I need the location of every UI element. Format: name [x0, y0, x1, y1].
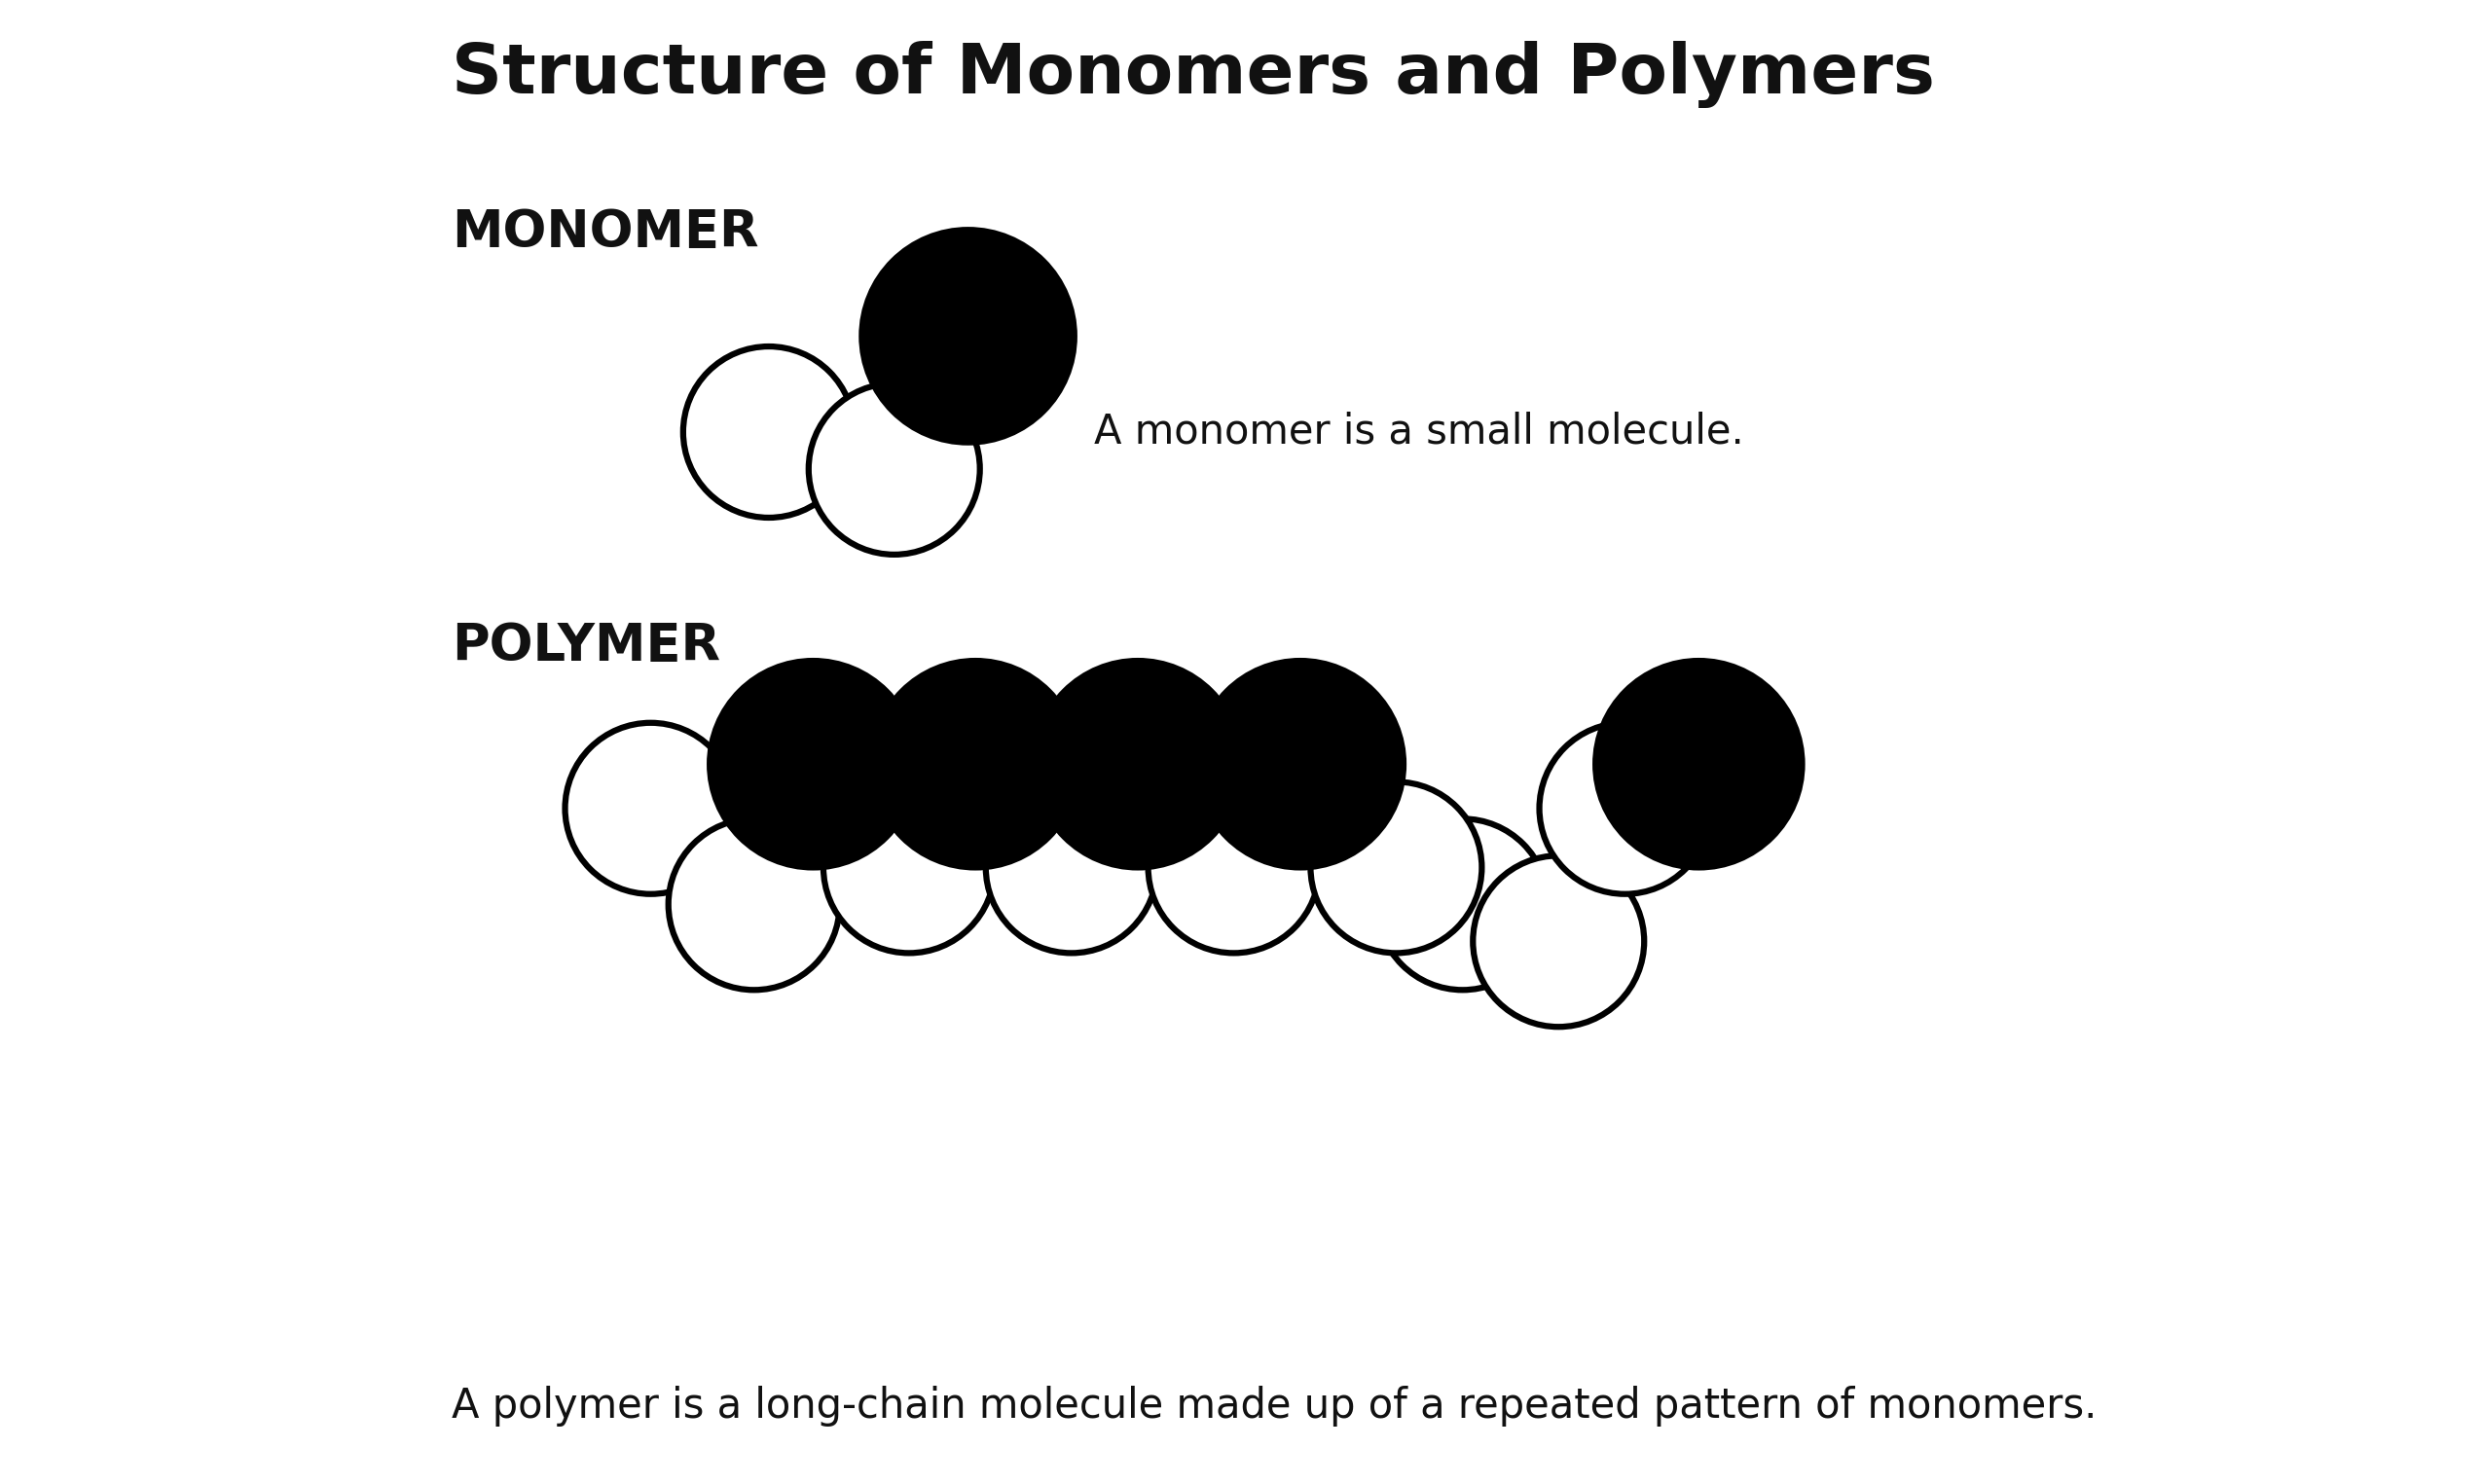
Circle shape: [1196, 660, 1402, 868]
Circle shape: [710, 660, 916, 868]
Circle shape: [1378, 819, 1549, 990]
Circle shape: [1149, 782, 1320, 953]
Circle shape: [668, 819, 839, 990]
Circle shape: [1539, 723, 1710, 893]
Circle shape: [809, 383, 980, 555]
Circle shape: [1596, 660, 1802, 868]
Text: A polymer is a long-chain molecule made up of a repeated pattern of monomers.: A polymer is a long-chain molecule made …: [452, 1386, 2097, 1426]
Circle shape: [1472, 856, 1643, 1027]
Circle shape: [1035, 660, 1241, 868]
Circle shape: [871, 660, 1080, 868]
Circle shape: [566, 723, 737, 893]
Text: MONOMER: MONOMER: [452, 208, 759, 258]
Text: POLYMER: POLYMER: [452, 620, 720, 671]
Circle shape: [861, 230, 1075, 442]
Text: A monomer is a small molecule.: A monomer is a small molecule.: [1095, 411, 1742, 453]
Circle shape: [824, 782, 995, 953]
Circle shape: [985, 782, 1157, 953]
Circle shape: [683, 346, 854, 518]
Text: Structure of Monomers and Polymers: Structure of Monomers and Polymers: [452, 42, 1933, 108]
Circle shape: [1310, 782, 1482, 953]
